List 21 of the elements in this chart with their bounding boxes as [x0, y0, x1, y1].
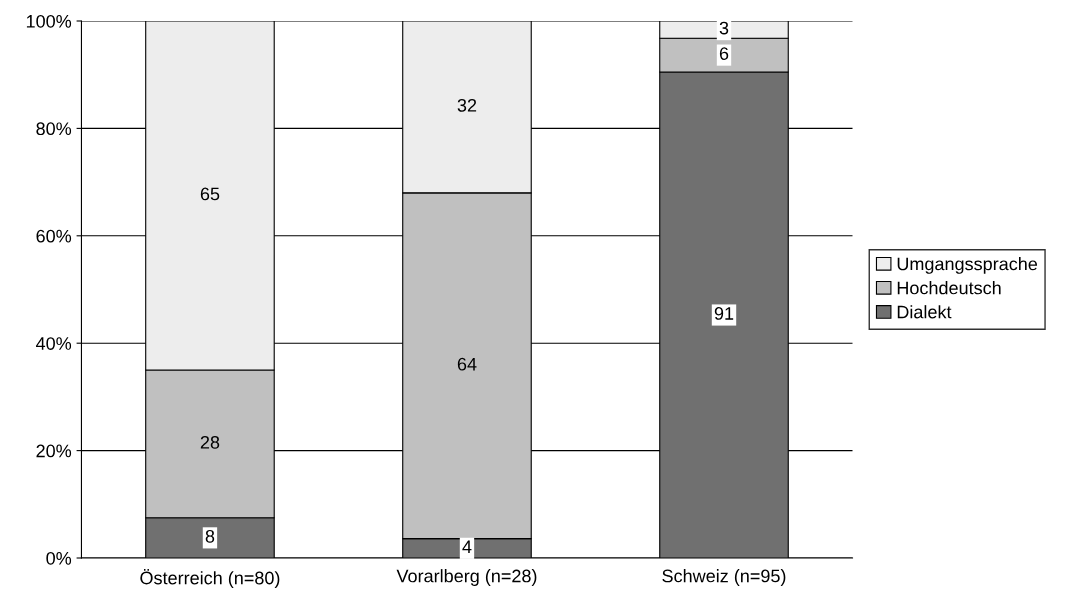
x-tick-label: Österreich (n=80): [140, 569, 280, 588]
legend-label: Dialekt: [897, 305, 952, 319]
data-label: 8: [205, 529, 215, 543]
data-label: 65: [200, 187, 220, 201]
x-tick-label: Schweiz (n=95): [662, 569, 786, 586]
x-tick-label: Vorarlberg (n=28): [396, 569, 537, 586]
legend-label: Hochdeutsch: [897, 281, 1001, 295]
data-label: 4: [462, 540, 472, 553]
y-tick-label: 60%: [36, 229, 72, 243]
y-tick-label: 40%: [36, 337, 72, 350]
y-tick-label: 80%: [36, 122, 72, 136]
y-tick-label: 100%: [26, 14, 72, 28]
data-label: 64: [457, 357, 477, 371]
data-label: 3: [719, 21, 729, 35]
data-label: 28: [200, 435, 220, 449]
y-tick-label: 0%: [46, 551, 72, 565]
y-tick-label: 20%: [36, 444, 72, 458]
data-label: 91: [714, 307, 734, 320]
data-label: 6: [719, 47, 729, 60]
legend-label: Umgangssprache: [897, 257, 1038, 274]
data-label: 32: [457, 98, 477, 112]
